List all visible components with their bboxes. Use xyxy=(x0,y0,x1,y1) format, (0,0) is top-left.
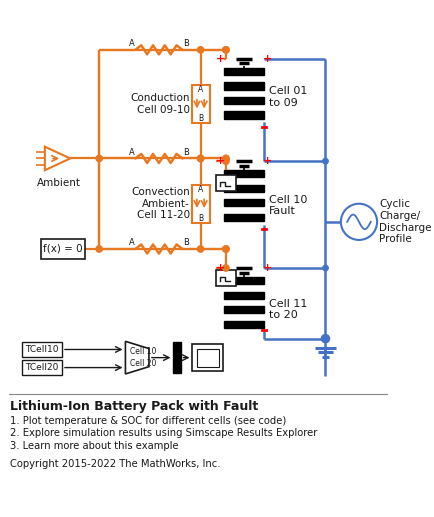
Text: B: B xyxy=(183,238,189,247)
Text: B: B xyxy=(198,114,203,123)
Text: Convection
Ambient-
Cell 11-20: Convection Ambient- Cell 11-20 xyxy=(131,187,190,220)
Text: B: B xyxy=(183,39,189,48)
Text: +: + xyxy=(263,263,272,273)
Bar xyxy=(197,348,219,367)
Circle shape xyxy=(223,155,229,162)
Circle shape xyxy=(223,246,229,252)
Text: Cell 20: Cell 20 xyxy=(130,359,157,369)
Text: +: + xyxy=(263,156,272,166)
Bar xyxy=(224,199,264,206)
Text: 1. Plot temperature & SOC for different cells (see code): 1. Plot temperature & SOC for different … xyxy=(10,416,287,425)
Bar xyxy=(224,306,264,313)
Text: A: A xyxy=(129,39,135,48)
Bar xyxy=(224,321,264,328)
Circle shape xyxy=(322,334,329,343)
Bar xyxy=(216,175,236,191)
Text: TCell10: TCell10 xyxy=(25,345,59,354)
Circle shape xyxy=(323,159,328,164)
Text: Ambient: Ambient xyxy=(37,178,81,188)
Bar xyxy=(22,342,62,357)
Bar xyxy=(216,270,236,286)
Bar xyxy=(22,360,62,375)
Polygon shape xyxy=(125,341,149,374)
Text: +: + xyxy=(216,263,225,273)
Bar xyxy=(191,85,210,123)
Text: Cell 10: Cell 10 xyxy=(130,347,157,356)
Polygon shape xyxy=(45,147,70,170)
Text: f(x) = 0: f(x) = 0 xyxy=(43,244,83,254)
Text: +: + xyxy=(263,54,272,64)
Circle shape xyxy=(96,155,102,162)
Circle shape xyxy=(96,246,102,252)
Bar xyxy=(224,214,264,221)
Circle shape xyxy=(223,246,229,252)
Bar xyxy=(224,185,264,192)
Text: Conduction
Cell 09-10: Conduction Cell 09-10 xyxy=(130,94,190,115)
Bar xyxy=(224,97,264,104)
Circle shape xyxy=(223,47,229,53)
Circle shape xyxy=(197,155,204,162)
Text: B: B xyxy=(183,148,189,157)
Text: 3. Learn more about this example: 3. Learn more about this example xyxy=(10,441,179,451)
Text: A: A xyxy=(129,148,135,157)
Text: +: + xyxy=(216,54,225,64)
Circle shape xyxy=(197,155,204,162)
Bar xyxy=(41,239,85,259)
Bar xyxy=(191,185,210,223)
Circle shape xyxy=(223,47,229,53)
Text: B: B xyxy=(198,214,203,223)
Circle shape xyxy=(223,158,229,164)
Text: A: A xyxy=(198,185,203,194)
Text: Lithium-Ion Battery Pack with Fault: Lithium-Ion Battery Pack with Fault xyxy=(10,400,259,413)
Circle shape xyxy=(341,204,377,240)
Bar xyxy=(224,82,264,89)
Circle shape xyxy=(197,246,204,252)
Bar xyxy=(224,68,264,75)
Text: Cell 01
to 09: Cell 01 to 09 xyxy=(270,86,308,108)
Text: A: A xyxy=(198,85,203,94)
Bar xyxy=(224,111,264,118)
Text: +: + xyxy=(216,156,225,166)
Text: A: A xyxy=(129,238,135,247)
Bar xyxy=(224,170,264,177)
Text: Cell 11
to 20: Cell 11 to 20 xyxy=(270,299,308,321)
Circle shape xyxy=(197,47,204,53)
Bar xyxy=(224,277,264,284)
Bar xyxy=(224,292,264,299)
Circle shape xyxy=(223,155,229,162)
Text: Cyclic
Charge/
Discharge
Profile: Cyclic Charge/ Discharge Profile xyxy=(379,200,431,244)
Text: TCell20: TCell20 xyxy=(26,363,59,372)
Text: Copyright 2015-2022 The MathWorks, Inc.: Copyright 2015-2022 The MathWorks, Inc. xyxy=(10,459,221,469)
Bar xyxy=(173,342,181,373)
Circle shape xyxy=(323,265,328,271)
Bar xyxy=(192,344,223,371)
Text: 2. Explore simulation results using Simscape Results Explorer: 2. Explore simulation results using Sims… xyxy=(10,428,318,438)
Text: Cell 10
Fault: Cell 10 Fault xyxy=(270,195,308,216)
Circle shape xyxy=(223,265,229,271)
